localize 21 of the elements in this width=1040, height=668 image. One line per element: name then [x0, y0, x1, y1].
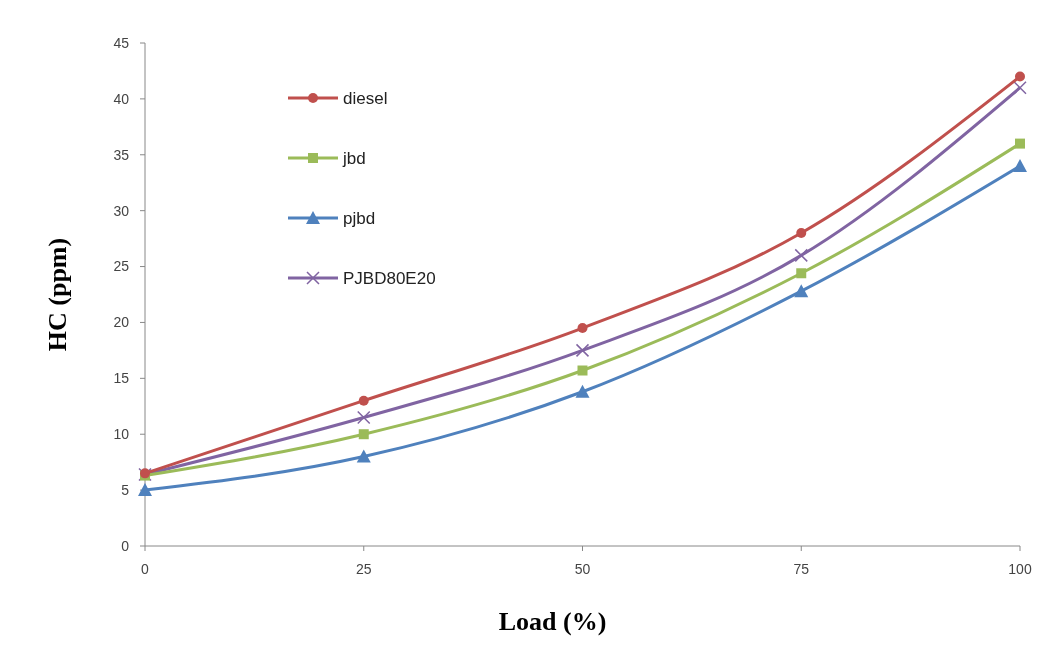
- x-tick-label: 50: [574, 561, 591, 577]
- x-axis-title: Load (%): [498, 607, 607, 636]
- y-tick-label: 30: [113, 202, 130, 219]
- y-tick-label: 20: [113, 314, 130, 331]
- legend-label: pjbd: [343, 208, 376, 228]
- x-tick-label: 75: [793, 561, 810, 577]
- y-tick-label: 40: [113, 90, 130, 107]
- y-tick-label: 0: [121, 537, 130, 554]
- y-tick-label: 5: [121, 482, 130, 499]
- y-tick-label: 15: [113, 370, 130, 387]
- legend-label: PJBD80E20: [343, 268, 436, 288]
- x-tick-label: 0: [141, 561, 150, 577]
- y-tick-label: 10: [113, 426, 130, 443]
- x-tick-label: 100: [1008, 561, 1032, 577]
- y-tick-label: 45: [113, 34, 130, 51]
- y-tick-label: 35: [113, 146, 130, 163]
- y-axis-title: HC (ppm): [43, 237, 72, 352]
- x-tick-label: 25: [355, 561, 372, 577]
- y-tick-label: 25: [113, 258, 130, 275]
- legend-label: jbd: [342, 148, 366, 168]
- legend-label: diesel: [343, 88, 388, 108]
